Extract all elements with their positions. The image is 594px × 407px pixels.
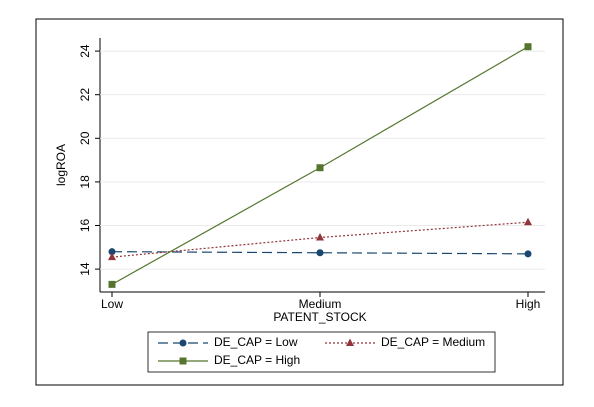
y-tick-label: 16: [78, 219, 92, 233]
x-tick-label: Medium: [299, 297, 342, 311]
point: [108, 280, 116, 288]
legend-label: DE_CAP = Medium: [381, 335, 485, 349]
legend-box: [147, 331, 496, 373]
legend-marker: [346, 338, 354, 346]
legend-marker: [179, 357, 187, 365]
x-tick-label: High: [516, 297, 541, 311]
y-tick-label: 14: [78, 262, 92, 276]
y-tick-label: 24: [78, 44, 92, 58]
y-tick-label: 20: [78, 131, 92, 145]
point: [524, 250, 532, 258]
series-line: [111, 251, 529, 255]
point: [316, 164, 324, 172]
point: [108, 248, 116, 256]
x-axis-title: PATENT_STOCK: [273, 310, 366, 324]
point: [524, 43, 532, 51]
point: [316, 249, 324, 257]
y-tick-label: 18: [78, 175, 92, 189]
legend-marker: [179, 339, 187, 347]
y-axis-title: logROA: [54, 144, 68, 186]
x-tick-label: Low: [101, 297, 123, 311]
point: [316, 232, 324, 241]
point: [108, 252, 116, 261]
legend-label: DE_CAP = Low: [214, 335, 298, 349]
point: [524, 217, 532, 226]
y-tick-label: 22: [78, 88, 92, 102]
legend-label: DE_CAP = High: [214, 353, 300, 367]
frame: [35, 18, 564, 386]
